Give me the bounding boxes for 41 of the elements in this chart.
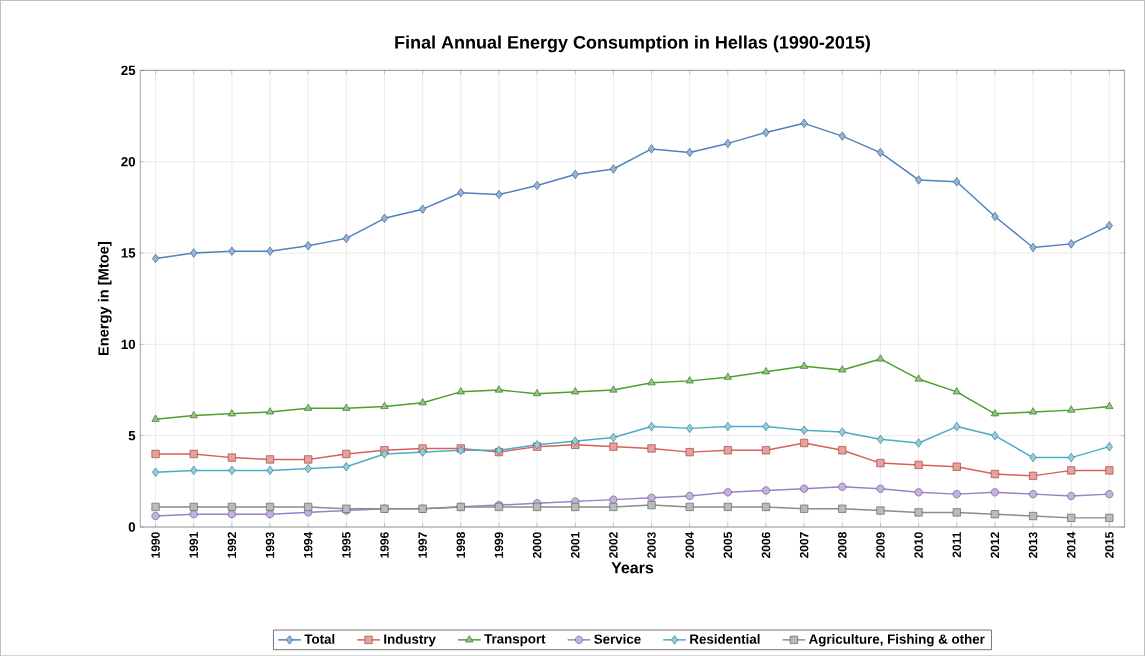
y-tick-label: 5 <box>128 430 136 441</box>
legend-label: Transport <box>484 634 546 647</box>
legend-label: Service <box>594 633 641 644</box>
chart-title: Final Annual Energy Consumption in Hellas (1990-2015) <box>395 35 870 53</box>
legend-label: Total <box>304 633 335 644</box>
x-tick-label: 1994 <box>303 531 313 558</box>
x-tick-label: 2008 <box>838 531 847 558</box>
x-tick-label: 2000 <box>532 532 542 558</box>
y-tick-label: 25 <box>121 65 136 75</box>
y-tick-label: 10 <box>121 339 136 349</box>
x-tick-label: 2002 <box>609 532 618 558</box>
x-tick-label: 1993 <box>265 532 275 558</box>
x-tick-label: 2005 <box>723 531 733 558</box>
y-tick-label: 0 <box>128 522 136 532</box>
x-tick-label: 2012 <box>990 532 1000 558</box>
x-tick-label: 1996 <box>380 532 389 558</box>
x-tick-label: 2004 <box>685 531 694 558</box>
y-tick-label: 20 <box>121 156 136 167</box>
x-tick-label: 2011 <box>952 531 961 558</box>
legend-label: Industry <box>384 633 436 647</box>
y-axis-title: Energy in [Mtoe] <box>97 241 112 355</box>
x-tick-label: 2007 <box>799 532 809 558</box>
x-tick-label: 2009 <box>876 532 885 558</box>
x-tick-label: 1997 <box>418 532 427 558</box>
x-tick-label: 2003 <box>647 532 656 558</box>
x-tick-label: 1995 <box>342 531 351 558</box>
x-tick-label: 1992 <box>227 532 237 558</box>
x-tick-label: 2010 <box>914 532 923 558</box>
x-axis-title: Years <box>611 562 654 574</box>
x-tick-label: 1999 <box>494 532 504 558</box>
x-tick-label: 2001 <box>570 531 580 558</box>
x-tick-label: 1998 <box>456 531 466 558</box>
legend-label: Agriculture, Fishing & other <box>808 633 985 647</box>
x-tick-label: 1990 <box>151 532 160 558</box>
x-tick-label: 2014 <box>1066 531 1076 558</box>
x-tick-label: 1991 <box>189 531 198 558</box>
x-tick-label: 2015 <box>1105 531 1114 558</box>
x-tick-label: 2013 <box>1028 532 1038 558</box>
legend-label: Residential <box>690 633 760 644</box>
x-tick-label: 2006 <box>761 532 771 558</box>
y-tick-label: 15 <box>121 248 136 258</box>
